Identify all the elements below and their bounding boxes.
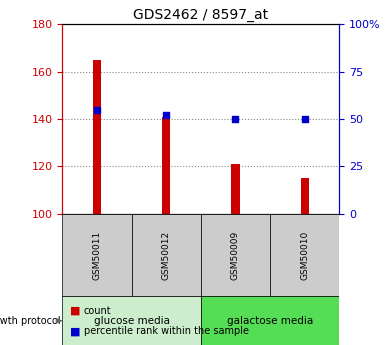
Point [94, 107, 100, 112]
Bar [201, 214, 270, 296]
Text: GSM50012: GSM50012 [162, 231, 171, 280]
Text: ■: ■ [70, 306, 81, 315]
Title: GDS2462 / 8597_at: GDS2462 / 8597_at [133, 8, 268, 22]
Text: count: count [84, 306, 112, 315]
Bar [93, 60, 101, 214]
Text: GSM50011: GSM50011 [92, 230, 101, 280]
Bar [62, 214, 132, 296]
Bar [62, 296, 201, 345]
Text: glucose media: glucose media [94, 316, 170, 326]
Bar [201, 296, 339, 345]
Bar [301, 178, 309, 214]
Text: percentile rank within the sample: percentile rank within the sample [84, 326, 249, 336]
Bar [231, 164, 239, 214]
Text: ■: ■ [70, 326, 81, 336]
Bar [270, 214, 339, 296]
Bar [162, 117, 170, 214]
Point [163, 112, 169, 118]
Text: galactose media: galactose media [227, 316, 313, 326]
Text: growth protocol: growth protocol [0, 316, 61, 326]
Text: GSM50009: GSM50009 [231, 230, 240, 280]
Point [232, 116, 239, 122]
Point [301, 116, 308, 122]
Bar [132, 214, 201, 296]
Text: GSM50010: GSM50010 [300, 230, 309, 280]
